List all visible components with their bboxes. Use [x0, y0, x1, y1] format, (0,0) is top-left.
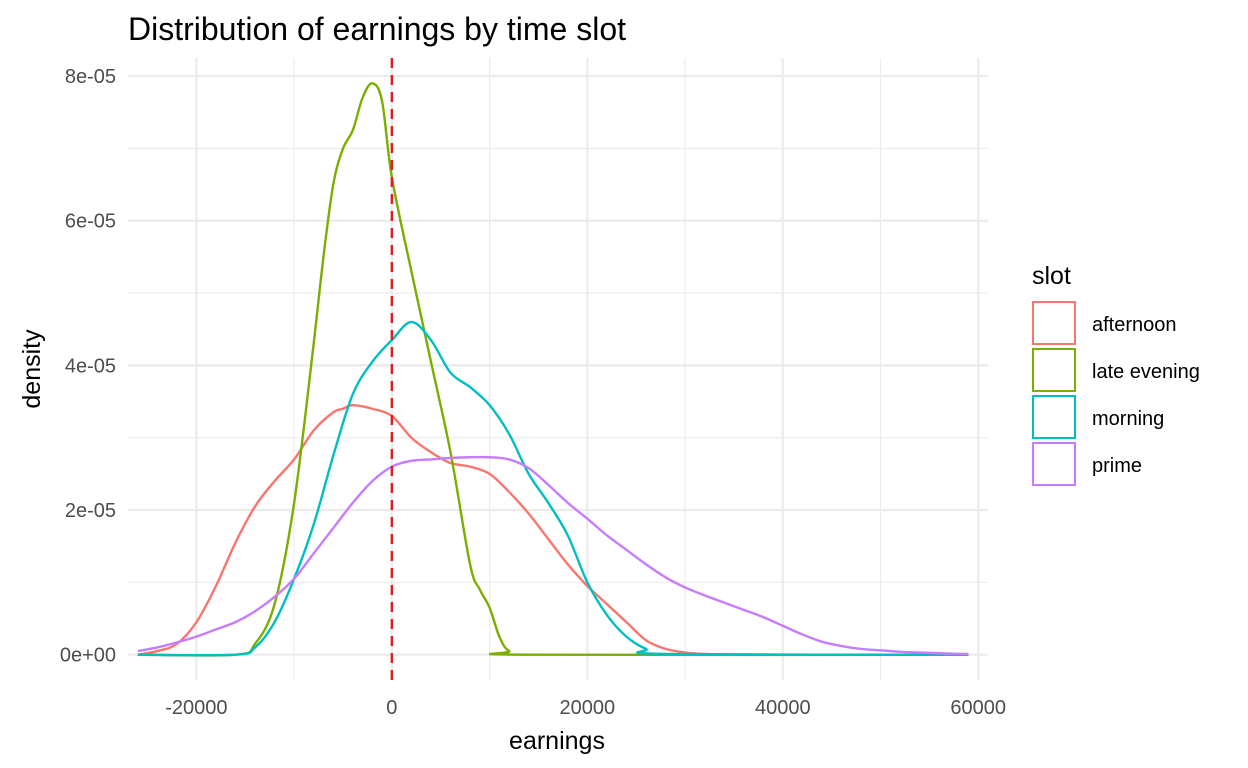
x-tick-label: 0: [386, 697, 397, 719]
grid: [128, 58, 988, 680]
series-line-late-evening: [137, 82, 969, 657]
series-layer: [137, 82, 969, 657]
x-tick-label: 60000: [950, 697, 1006, 719]
x-axis-ticks: -20000 0 20000 40000 60000: [165, 697, 1006, 719]
x-tick-label: 20000: [560, 697, 616, 719]
y-axis-title: density: [18, 329, 46, 409]
y-axis-ticks: 0e+00 2e-05 4e-05 6e-05 8e-05: [60, 66, 116, 667]
x-tick-label: -20000: [165, 697, 227, 719]
legend-key-morning: [1032, 395, 1076, 439]
x-axis-title: earnings: [509, 727, 605, 755]
legend-label: prime: [1092, 455, 1142, 477]
y-tick-label: 0e+00: [60, 645, 116, 667]
y-tick-label: 6e-05: [65, 211, 116, 233]
legend-title: slot: [1032, 262, 1071, 290]
legend-key-afternoon: [1032, 301, 1076, 345]
legend-key-prime: [1032, 442, 1076, 486]
series-line-afternoon: [137, 403, 969, 656]
series-line-prime: [137, 455, 969, 656]
y-tick-label: 2e-05: [65, 500, 116, 522]
legend-key-late-evening: [1032, 348, 1076, 392]
y-tick-label: 4e-05: [65, 355, 116, 377]
x-tick-label: 40000: [755, 697, 811, 719]
legend-label: late evening: [1092, 361, 1200, 383]
chart-title: Distribution of earnings by time slot: [128, 11, 626, 47]
legend-label: morning: [1092, 408, 1164, 430]
legend: slot afternoon late evening morning prime: [1032, 262, 1200, 486]
legend-label: afternoon: [1092, 314, 1177, 336]
y-tick-label: 8e-05: [65, 66, 116, 88]
